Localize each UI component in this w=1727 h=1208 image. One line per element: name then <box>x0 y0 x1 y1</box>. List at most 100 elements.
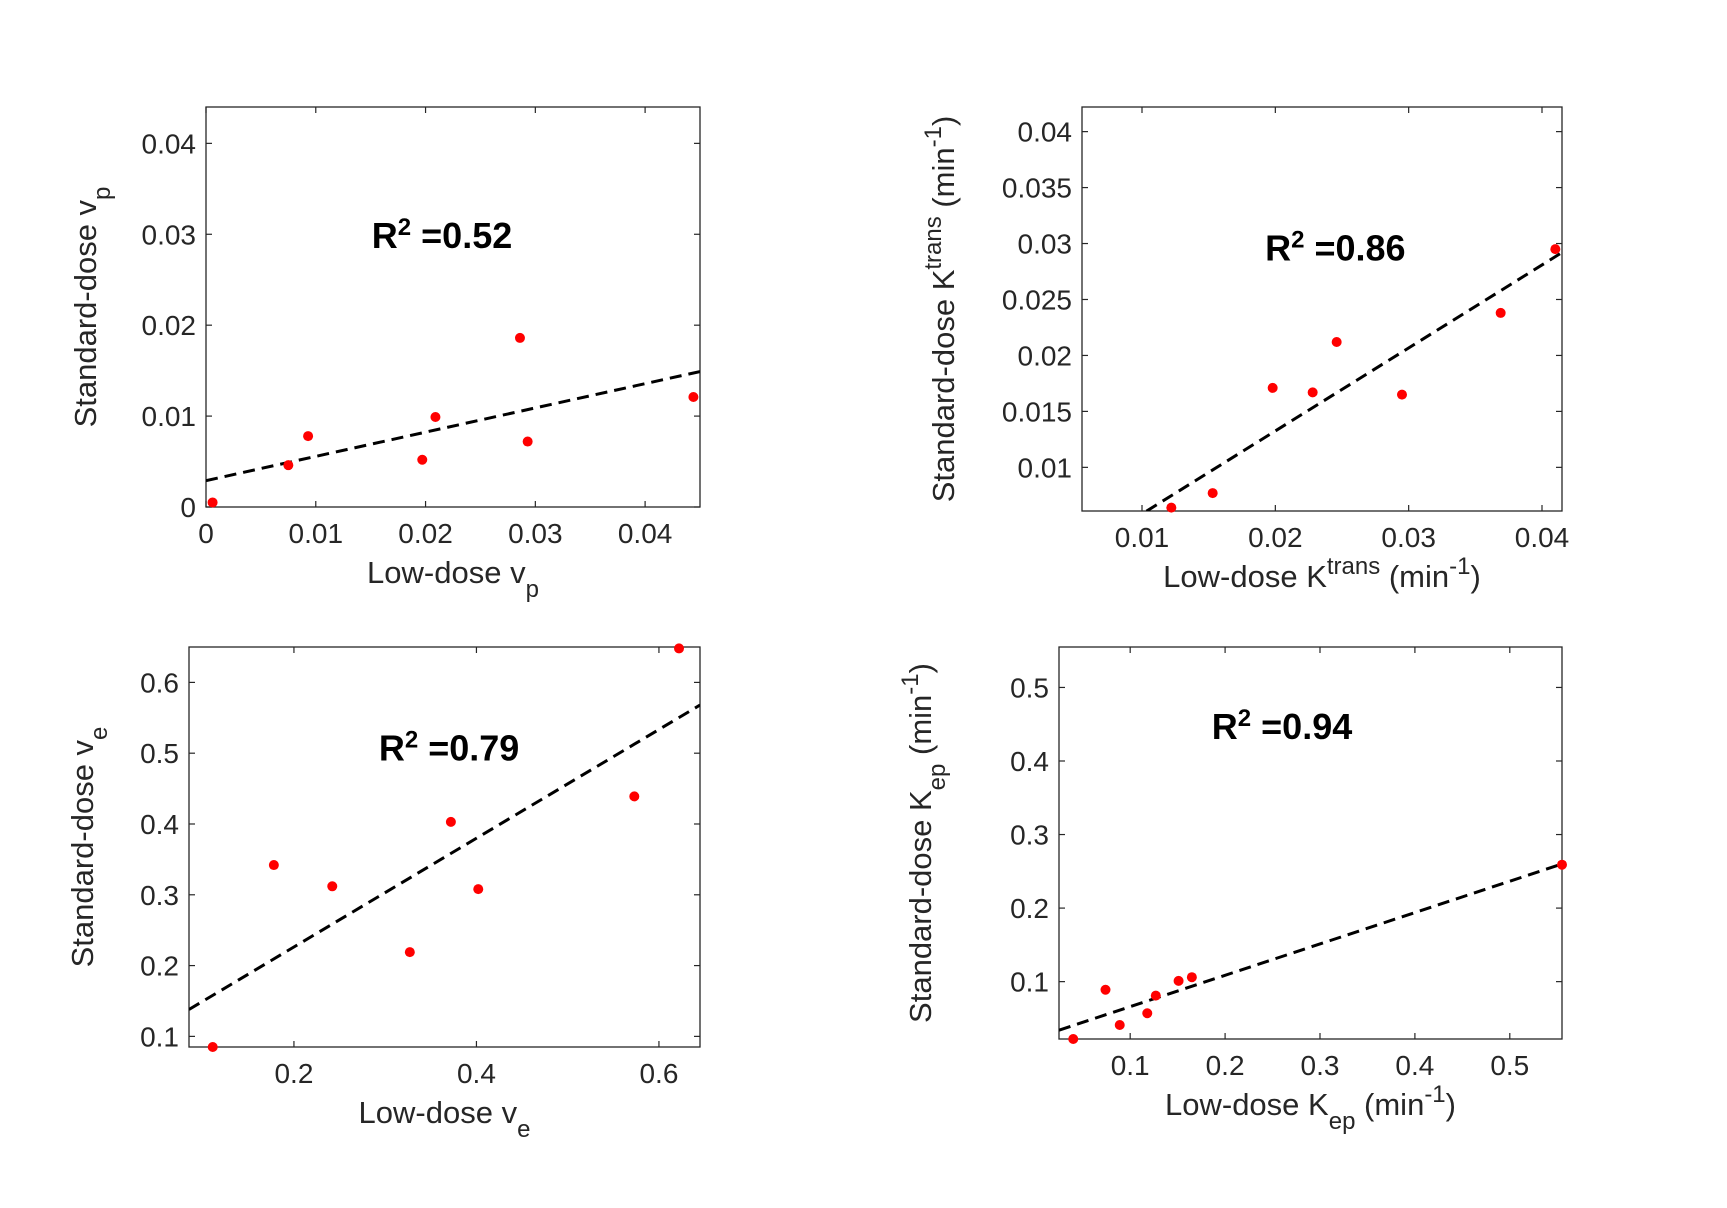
data-point <box>1557 859 1567 870</box>
data-point <box>1173 975 1184 986</box>
label-unit: (min <box>1380 559 1449 594</box>
label-unit-superscript: -1 <box>920 126 947 147</box>
y-tick-label: 0.1 <box>140 1021 179 1052</box>
label-main: Standard-dose v <box>65 739 100 967</box>
data-point <box>674 643 685 654</box>
x-tick-label: 0.5 <box>1490 1050 1529 1081</box>
label-unit-end: ) <box>926 116 961 126</box>
label-subscript: p <box>89 187 116 200</box>
r-squared-annotation: R2 =0.79 <box>379 726 519 769</box>
label-unit: (min <box>1355 1087 1424 1122</box>
data-point <box>1307 387 1318 398</box>
scatter-panel-1: 0 0.01 0.02 0.03 0.04 0 0.01 0.02 0.03 0.04 Low-do… <box>68 106 701 603</box>
data-point <box>1142 1008 1153 1019</box>
data-point <box>303 431 314 442</box>
data-point <box>283 460 294 471</box>
x-tick-label: 0.03 <box>1381 522 1436 553</box>
r-superscript: 2 <box>1238 704 1251 731</box>
label-main: Standard-dose K <box>903 790 938 1023</box>
scatter-panel-2: 0.01 0.02 0.03 0.04 0.01 0.015 0.02 0.025 0.03 0.… <box>920 106 1570 595</box>
y-tick-label: 0.1 <box>1010 967 1049 998</box>
data-point <box>1397 389 1407 400</box>
y-tick-label: 0.025 <box>1002 284 1072 315</box>
data-point <box>1114 1020 1125 1031</box>
y-tick-label: 0.01 <box>1018 452 1073 483</box>
axes-box <box>1058 646 1563 1040</box>
axes-box <box>1081 106 1563 512</box>
r-label: R <box>379 727 405 768</box>
data-point <box>629 791 640 802</box>
y-axis-title: Standard-dose Kep (min-1) <box>897 663 951 1023</box>
data-point <box>417 454 428 465</box>
x-tick-label: 0.02 <box>398 518 453 549</box>
x-tick-label: 0.01 <box>289 518 344 549</box>
label-unit-superscript: -1 <box>897 673 924 694</box>
data-point <box>1267 382 1278 393</box>
r-value: =0.94 <box>1251 706 1352 747</box>
y-tick-label: 0.015 <box>1002 396 1072 427</box>
label-unit-end: ) <box>903 663 938 673</box>
label-main: Low-dose K <box>1165 1087 1329 1122</box>
data-point <box>430 412 441 422</box>
y-tick-label: 0.03 <box>142 219 197 250</box>
label-main: Standard-dose K <box>926 269 961 502</box>
fit-line <box>189 703 700 1011</box>
data-point <box>207 497 218 508</box>
label-superscript: trans <box>1327 553 1380 580</box>
x-axis-title: Low-dose Ktrans (min-1) <box>1163 553 1481 595</box>
scatter-panel-4: 0.1 0.2 0.3 0.4 0.5 0.1 0.2 0.3 0.4 0.5 Low-dose K… <box>897 646 1567 1135</box>
label-subscript: e <box>517 1116 530 1143</box>
r-label: R <box>1265 227 1291 268</box>
data-point <box>688 392 699 402</box>
r-value: =0.52 <box>411 215 512 256</box>
x-tick-label: 0.04 <box>1515 522 1570 553</box>
x-tick-label: 0.2 <box>1206 1050 1245 1081</box>
r-squared-annotation: R2 =0.94 <box>1212 704 1352 747</box>
x-tick-label: 0.01 <box>1115 522 1170 553</box>
data-point <box>327 881 338 892</box>
r-label: R <box>372 215 398 256</box>
label-subscript: e <box>86 727 113 740</box>
data-point <box>445 816 456 827</box>
label-unit-superscript: -1 <box>1449 553 1470 580</box>
y-tick-label: 0.04 <box>142 128 197 159</box>
y-tick-label: 0.04 <box>1018 117 1073 148</box>
y-tick-label: 0.5 <box>1010 672 1049 703</box>
y-tick-label: 0.02 <box>142 310 197 341</box>
r-superscript: 2 <box>405 726 418 753</box>
x-tick-label: 0.6 <box>639 1058 678 1089</box>
y-tick-label: 0.2 <box>1010 893 1049 924</box>
label-subscript: p <box>526 576 539 603</box>
label-subscript: ep <box>924 764 951 791</box>
data-point <box>1186 972 1197 983</box>
data-point <box>1166 502 1177 513</box>
data-point <box>1550 244 1561 255</box>
r-squared-annotation: R2 =0.52 <box>372 213 512 256</box>
y-tick-label: 0 <box>180 492 196 523</box>
x-tick-label: 0.3 <box>1301 1050 1340 1081</box>
axes-box <box>205 106 701 508</box>
y-tick-label: 0.02 <box>1018 340 1073 371</box>
x-tick-label: 0.03 <box>508 518 563 549</box>
r-superscript: 2 <box>1291 226 1304 253</box>
y-axis-title: Standard-dose ve <box>65 727 113 968</box>
data-point <box>522 436 533 447</box>
label-unit-superscript: -1 <box>1424 1081 1445 1108</box>
r-value: =0.86 <box>1304 227 1405 268</box>
label-main: Standard-dose v <box>68 199 103 427</box>
y-tick-label: 0.6 <box>140 667 179 698</box>
label-unit: (min <box>903 695 938 764</box>
y-tick-label: 0.2 <box>140 951 179 982</box>
x-tick-label: 0.04 <box>618 518 673 549</box>
r-squared-annotation: R2 =0.86 <box>1265 226 1405 269</box>
r-label: R <box>1212 706 1238 747</box>
label-unit: (min <box>926 147 961 216</box>
data-point <box>1150 990 1161 1001</box>
axes-box <box>188 646 701 1048</box>
r-superscript: 2 <box>398 213 411 240</box>
data-point <box>514 332 525 343</box>
data-point <box>1068 1034 1079 1044</box>
x-tick-label: 0.4 <box>1395 1050 1434 1081</box>
